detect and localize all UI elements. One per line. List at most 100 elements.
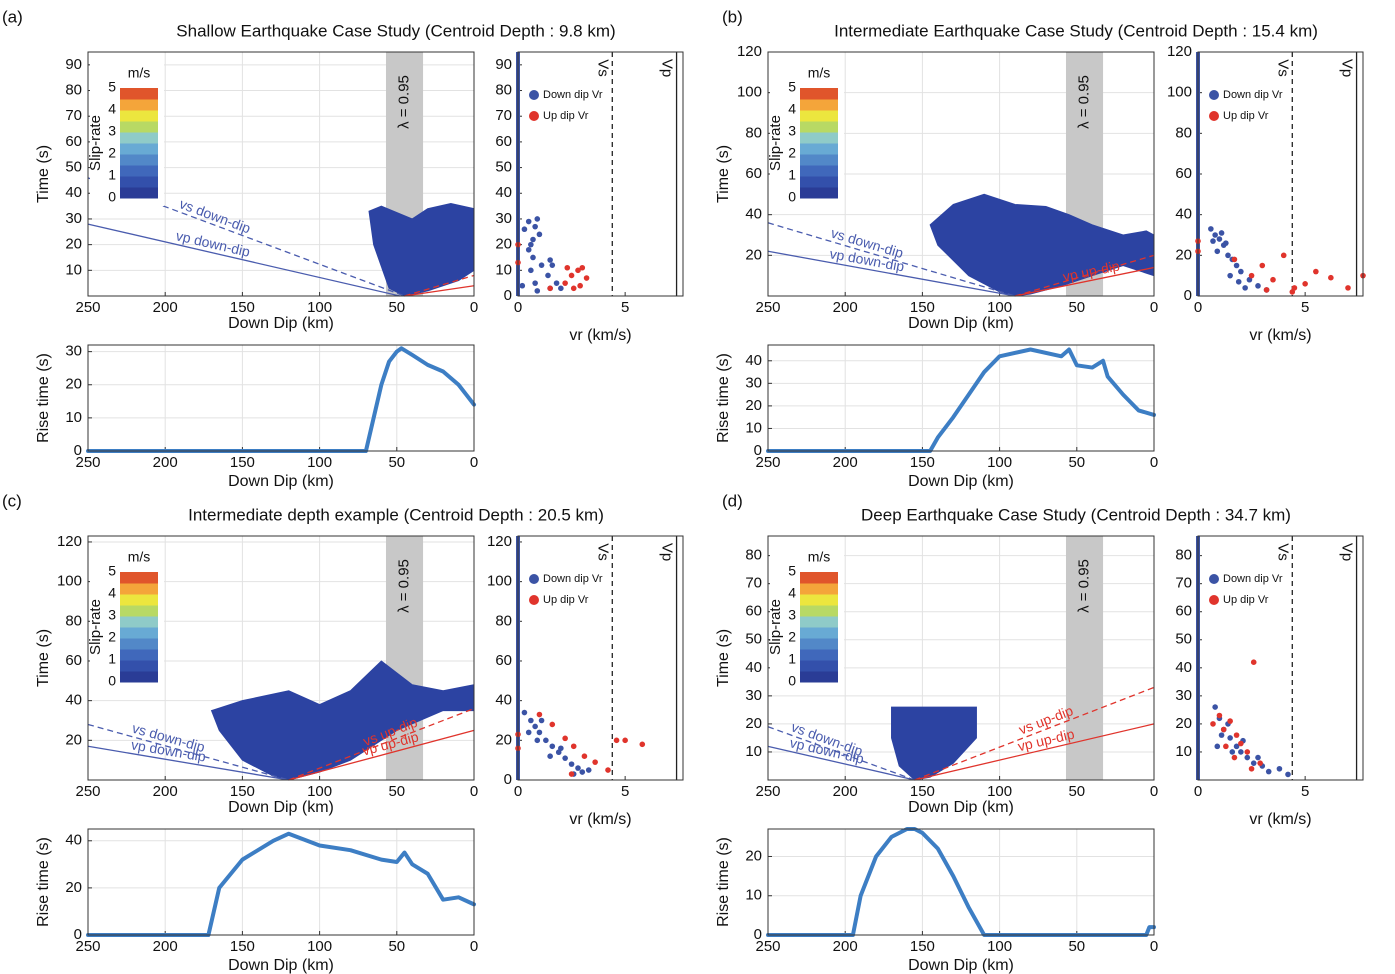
colorbar-swatch <box>120 660 158 672</box>
y-tick-label: 20 <box>65 731 82 748</box>
scatter-point <box>525 218 532 225</box>
reference-label: Vp <box>659 59 676 77</box>
y-tick-label: 0 <box>754 442 762 459</box>
colorbar-tick-label: 0 <box>108 673 116 689</box>
y-axis-label: Time (s) <box>715 629 732 687</box>
colorbar-tick-label: 0 <box>788 189 796 205</box>
scatter-point <box>1223 743 1229 750</box>
y-tick-label: 40 <box>65 832 82 849</box>
y-tick-label: 60 <box>1175 603 1192 620</box>
scatter-point <box>534 737 541 744</box>
scatter-point <box>1263 287 1270 293</box>
axes-frame <box>1197 51 1364 297</box>
guide-line <box>767 745 915 781</box>
x-tick-label: 100 <box>307 783 332 800</box>
axes-frame <box>87 828 475 936</box>
y-tick-label: 90 <box>65 56 82 73</box>
y-tick-label: 10 <box>65 261 82 278</box>
x-tick-label: 250 <box>75 299 100 316</box>
scatter-point <box>1270 276 1276 283</box>
colorbar-tick-label: 2 <box>108 145 116 161</box>
scatter-point <box>1233 262 1240 269</box>
scatter-point <box>532 723 538 730</box>
scatter-point <box>1313 268 1319 275</box>
axes-frame <box>517 535 684 781</box>
y-tick-label: 50 <box>495 159 512 176</box>
scatter-point <box>1218 732 1225 738</box>
colorbar-swatch <box>120 649 158 661</box>
colorbar-title: m/s <box>128 65 151 81</box>
x-tick-label: 200 <box>153 783 178 800</box>
reference-label: Vs <box>1274 59 1291 77</box>
y-tick-label: 0 <box>74 442 82 459</box>
scatter-point <box>543 737 549 744</box>
scatter-point <box>570 743 577 750</box>
colorbar-swatch <box>120 143 158 155</box>
colorbar-swatch <box>800 187 838 199</box>
y-tick-label: 80 <box>65 81 82 98</box>
guide-line <box>767 726 915 781</box>
scatter-point <box>1255 754 1261 761</box>
scatter-point <box>528 267 534 274</box>
plot-area <box>88 345 474 451</box>
scatter-point <box>562 735 568 742</box>
axes-frame <box>767 828 1155 936</box>
scatter-point <box>1214 248 1221 255</box>
colorbar-tick-label: 1 <box>108 651 116 667</box>
scatter-point <box>585 767 592 773</box>
legend-marker <box>1209 90 1219 100</box>
colorbar-swatch <box>120 132 158 144</box>
scatter-point <box>1231 256 1238 263</box>
x-axis-label: vr (km/s) <box>1249 327 1311 344</box>
colorbar-tick-label: 5 <box>788 563 796 579</box>
colorbar-tick-label: 2 <box>788 629 796 645</box>
legend-marker <box>529 574 539 584</box>
guide-line <box>1014 266 1155 297</box>
scatter-point <box>547 257 553 263</box>
x-tick-label: 50 <box>388 938 405 955</box>
reference-label: Vp <box>1339 59 1356 77</box>
axes-frame <box>87 344 475 452</box>
scatter-point <box>568 771 575 777</box>
x-tick-label: 100 <box>307 938 332 955</box>
scatter-point <box>532 280 538 286</box>
scatter-point <box>1216 712 1223 719</box>
y-tick-label: 20 <box>745 246 762 263</box>
x-tick-label: 150 <box>910 299 935 316</box>
x-axis-label: Down Dip (km) <box>908 473 1014 490</box>
x-tick-label: 0 <box>470 454 478 471</box>
legend-label: Up dip Vr <box>1223 594 1269 606</box>
chart-title: Deep Earthquake Case Study (Centroid Dep… <box>861 505 1291 524</box>
scatter-point <box>581 753 588 759</box>
y-tick-label: 120 <box>57 533 82 550</box>
legend-marker <box>529 90 539 100</box>
scatter-point <box>1244 754 1251 761</box>
y-axis-label: Time (s) <box>715 145 732 203</box>
colorbar-swatch <box>120 187 158 199</box>
lambda-band <box>1065 536 1104 780</box>
scatter-point <box>532 223 538 230</box>
scatter-point <box>564 264 571 271</box>
y-tick-label: 60 <box>65 133 82 150</box>
guide-line <box>914 723 1155 781</box>
scatter-point <box>1210 721 1216 727</box>
colorbar-swatch <box>120 605 158 617</box>
scatter-point <box>1289 289 1296 295</box>
y-tick-label: 80 <box>65 612 82 629</box>
legend-marker <box>529 595 539 605</box>
x-tick-label: 100 <box>987 299 1012 316</box>
band-label: λ = 0.95 <box>395 559 412 613</box>
scatter-point <box>1285 771 1291 778</box>
scatter-point <box>583 275 590 281</box>
scatter-point <box>579 264 586 271</box>
legend-label: Down dip Vr <box>543 89 603 101</box>
y-axis-label: Rise time (s) <box>715 837 732 927</box>
y-tick-label: 20 <box>745 715 762 732</box>
axes-frame <box>767 51 1155 297</box>
guide-line <box>87 177 405 297</box>
colorbar-title: m/s <box>128 549 151 565</box>
colorbar-tick-label: 3 <box>108 607 116 623</box>
y-tick-label: 60 <box>745 165 762 182</box>
colorbar-swatch <box>800 660 838 672</box>
